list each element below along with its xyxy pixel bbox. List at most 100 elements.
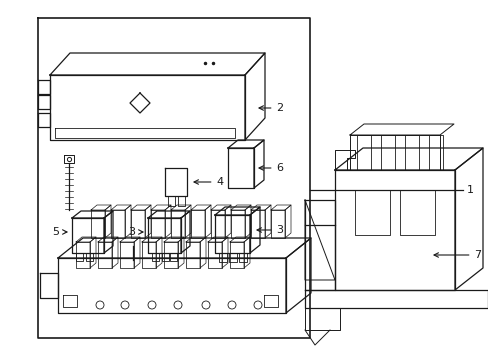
Polygon shape (104, 211, 113, 253)
Polygon shape (356, 135, 370, 170)
Polygon shape (58, 238, 310, 258)
Polygon shape (250, 210, 264, 238)
Polygon shape (244, 237, 249, 268)
Polygon shape (163, 242, 178, 268)
Text: 6: 6 (259, 163, 283, 173)
Polygon shape (227, 148, 253, 188)
Polygon shape (76, 237, 96, 242)
Polygon shape (76, 242, 90, 268)
Polygon shape (38, 18, 309, 338)
Polygon shape (145, 205, 151, 238)
Polygon shape (131, 205, 151, 210)
Polygon shape (428, 135, 442, 170)
Polygon shape (349, 124, 453, 135)
Polygon shape (91, 205, 111, 210)
Polygon shape (151, 210, 164, 238)
Polygon shape (305, 200, 334, 290)
Polygon shape (222, 237, 227, 268)
Polygon shape (142, 237, 162, 242)
Polygon shape (90, 237, 96, 268)
Polygon shape (184, 205, 191, 238)
Polygon shape (148, 211, 190, 218)
Polygon shape (253, 140, 264, 188)
Polygon shape (72, 211, 113, 218)
Polygon shape (76, 253, 83, 261)
Polygon shape (230, 210, 244, 238)
Polygon shape (164, 205, 171, 238)
Polygon shape (38, 80, 50, 94)
Polygon shape (171, 205, 191, 210)
Polygon shape (181, 211, 190, 253)
Polygon shape (250, 205, 270, 210)
Polygon shape (207, 237, 227, 242)
Polygon shape (63, 295, 77, 307)
Polygon shape (50, 53, 264, 75)
Polygon shape (64, 155, 74, 163)
Polygon shape (112, 237, 118, 268)
Polygon shape (224, 205, 230, 238)
Polygon shape (152, 253, 159, 261)
Text: 3: 3 (257, 225, 283, 235)
Polygon shape (40, 273, 58, 298)
Polygon shape (404, 135, 418, 170)
Polygon shape (270, 205, 290, 210)
Text: 2: 2 (259, 103, 283, 113)
Polygon shape (98, 237, 118, 242)
Polygon shape (148, 218, 181, 253)
Polygon shape (454, 148, 482, 290)
Polygon shape (164, 168, 186, 196)
Polygon shape (72, 218, 104, 253)
Polygon shape (244, 205, 250, 238)
Polygon shape (91, 210, 105, 238)
Polygon shape (219, 253, 226, 262)
Polygon shape (178, 196, 184, 206)
Polygon shape (50, 75, 244, 140)
Polygon shape (156, 237, 162, 268)
Polygon shape (134, 237, 140, 268)
Polygon shape (380, 135, 394, 170)
Text: 4: 4 (194, 177, 223, 187)
Polygon shape (285, 205, 290, 238)
Polygon shape (264, 205, 270, 238)
Polygon shape (142, 242, 156, 268)
Polygon shape (55, 128, 235, 138)
Polygon shape (125, 205, 131, 238)
Polygon shape (191, 210, 204, 238)
Polygon shape (349, 135, 439, 170)
Polygon shape (227, 140, 264, 148)
Polygon shape (105, 205, 111, 238)
Polygon shape (191, 205, 210, 210)
Polygon shape (305, 308, 339, 330)
Polygon shape (305, 290, 487, 308)
Polygon shape (151, 205, 171, 210)
Polygon shape (229, 242, 244, 268)
Polygon shape (98, 242, 112, 268)
Polygon shape (210, 205, 230, 210)
Polygon shape (210, 210, 224, 238)
Polygon shape (334, 170, 454, 290)
Polygon shape (249, 207, 260, 253)
Polygon shape (334, 150, 354, 170)
Polygon shape (38, 113, 50, 127)
Polygon shape (229, 237, 249, 242)
Polygon shape (200, 237, 205, 268)
Polygon shape (354, 190, 389, 235)
Polygon shape (120, 242, 134, 268)
Polygon shape (244, 53, 264, 140)
Polygon shape (334, 148, 482, 170)
Polygon shape (130, 93, 150, 113)
Text: 7: 7 (433, 250, 481, 260)
Polygon shape (239, 253, 246, 262)
Polygon shape (215, 207, 260, 215)
Polygon shape (270, 210, 285, 238)
Polygon shape (111, 210, 125, 238)
Polygon shape (305, 200, 334, 280)
Polygon shape (399, 190, 434, 235)
Polygon shape (230, 205, 250, 210)
Polygon shape (111, 205, 131, 210)
Text: 5: 5 (52, 227, 67, 237)
Polygon shape (171, 210, 184, 238)
Polygon shape (120, 237, 140, 242)
Polygon shape (163, 237, 183, 242)
Polygon shape (58, 258, 285, 313)
